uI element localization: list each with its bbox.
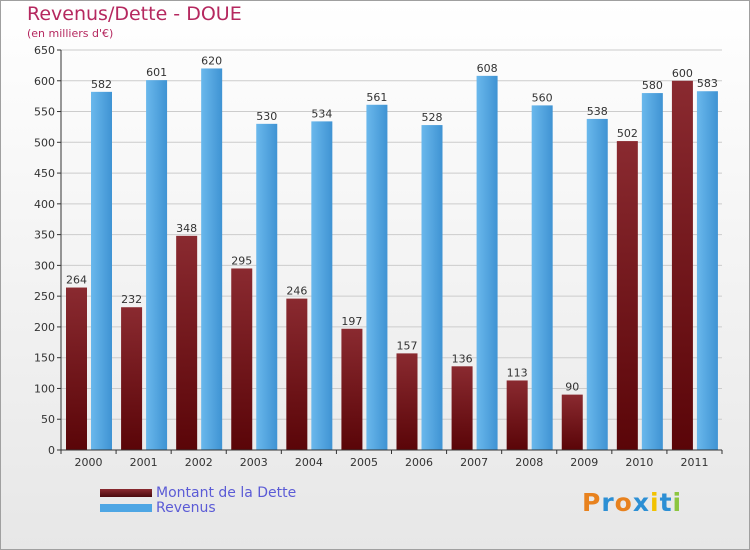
x-tick-label: 2000 [75, 456, 103, 469]
data-label-debt: 157 [397, 339, 418, 352]
y-tick-label: 400 [34, 198, 55, 211]
data-label-revenue: 534 [311, 107, 332, 120]
x-tick-label: 2008 [515, 456, 543, 469]
bar-debt [396, 353, 418, 450]
y-tick-label: 600 [34, 75, 55, 88]
x-tick-label: 2003 [240, 456, 268, 469]
data-label-debt: 348 [176, 222, 197, 235]
data-label-debt: 113 [507, 366, 528, 379]
bars [66, 68, 718, 451]
y-tick-label: 500 [34, 136, 55, 149]
chart-subtitle: (en milliers d'€) [27, 27, 114, 40]
y-tick-label: 650 [34, 44, 55, 57]
bar-debt [451, 366, 473, 450]
data-label-debt: 600 [672, 67, 693, 80]
bar-revenue [311, 121, 333, 450]
logo-letter: i [672, 488, 683, 517]
x-tick-label: 2009 [570, 456, 598, 469]
logo-letter: i [650, 488, 660, 517]
bar-debt [286, 298, 308, 450]
data-labels: 264 582 232 601 348 620 295 530 246 534 197 561 157 5… [66, 54, 718, 393]
bar-debt [506, 380, 528, 450]
data-label-debt: 264 [66, 274, 87, 287]
bar-revenue [696, 91, 718, 450]
bar-revenue [146, 80, 168, 451]
data-label-debt: 502 [617, 127, 638, 140]
y-tick-label: 100 [34, 382, 55, 395]
bar-revenue [586, 118, 608, 450]
data-label-revenue: 561 [366, 91, 387, 104]
x-tick-label: 2001 [130, 456, 158, 469]
data-label-revenue: 560 [532, 91, 553, 104]
data-label-revenue: 530 [256, 110, 277, 123]
logo-letter: r [601, 488, 615, 517]
data-label-revenue: 582 [91, 78, 112, 91]
data-label-revenue: 620 [201, 54, 222, 67]
chart-title: Revenus/Dette - DOUE [27, 3, 242, 25]
y-tick-label: 0 [48, 444, 55, 457]
y-tick-label: 150 [34, 352, 55, 365]
data-label-debt: 136 [452, 352, 473, 365]
y-tick-label: 300 [34, 259, 55, 272]
x-tick-label: 2002 [185, 456, 213, 469]
data-label-revenue: 583 [697, 77, 718, 90]
data-label-revenue: 580 [642, 79, 663, 92]
bar-debt [561, 394, 583, 450]
legend-label-debt: Montant de la Dette [156, 485, 297, 501]
data-label-revenue: 528 [422, 111, 443, 124]
y-tick-label: 250 [34, 290, 55, 303]
y-tick-label: 200 [34, 321, 55, 334]
logo-letter: t [659, 488, 673, 517]
x-tick-label: 2005 [350, 456, 378, 469]
data-label-debt: 197 [341, 315, 362, 328]
bar-revenue [366, 104, 388, 451]
y-tick-label: 350 [34, 229, 55, 242]
data-label-debt: 232 [121, 293, 142, 306]
bar-debt [176, 235, 198, 450]
x-tick-label: 2006 [405, 456, 433, 469]
bar-revenue [421, 125, 443, 451]
bar-revenue [531, 105, 553, 450]
bar-revenue [91, 91, 112, 450]
bar-revenue [476, 75, 498, 450]
proxiti-logo: Proxiti [582, 488, 682, 517]
x-tick-label: 2007 [460, 456, 488, 469]
logo-letter: P [582, 488, 602, 517]
axes: 0 50 100 150 200 250 300 350 400 450 500 550 600 650 2… [34, 44, 723, 469]
data-label-revenue: 538 [587, 105, 608, 118]
y-tick-label: 50 [41, 413, 55, 426]
bar-debt [671, 80, 693, 451]
legend-swatch-revenue [100, 504, 152, 512]
logo-letter: x [632, 488, 650, 517]
x-tick-label: 2011 [680, 456, 708, 469]
bar-debt [121, 307, 143, 450]
x-tick-label: 2010 [625, 456, 653, 469]
y-tick-label: 450 [34, 167, 55, 180]
grid-lines [61, 49, 722, 420]
data-label-revenue: 608 [477, 62, 498, 75]
legend-swatch-debt [100, 489, 152, 497]
bar-debt [341, 328, 363, 450]
logo-letter: o [614, 488, 633, 517]
data-label-debt: 295 [231, 254, 252, 267]
data-label-revenue: 601 [146, 66, 167, 79]
bar-revenue [201, 68, 223, 450]
data-label-debt: 246 [286, 285, 307, 298]
y-tick-label: 550 [34, 106, 55, 119]
bar-debt [66, 287, 87, 450]
bar-debt [231, 268, 253, 450]
data-label-debt: 90 [565, 381, 579, 394]
bar-revenue [641, 93, 663, 451]
legend-label-revenue: Revenus [156, 500, 216, 516]
x-tick-label: 2004 [295, 456, 323, 469]
bar-debt [616, 141, 638, 451]
bar-revenue [256, 123, 278, 450]
